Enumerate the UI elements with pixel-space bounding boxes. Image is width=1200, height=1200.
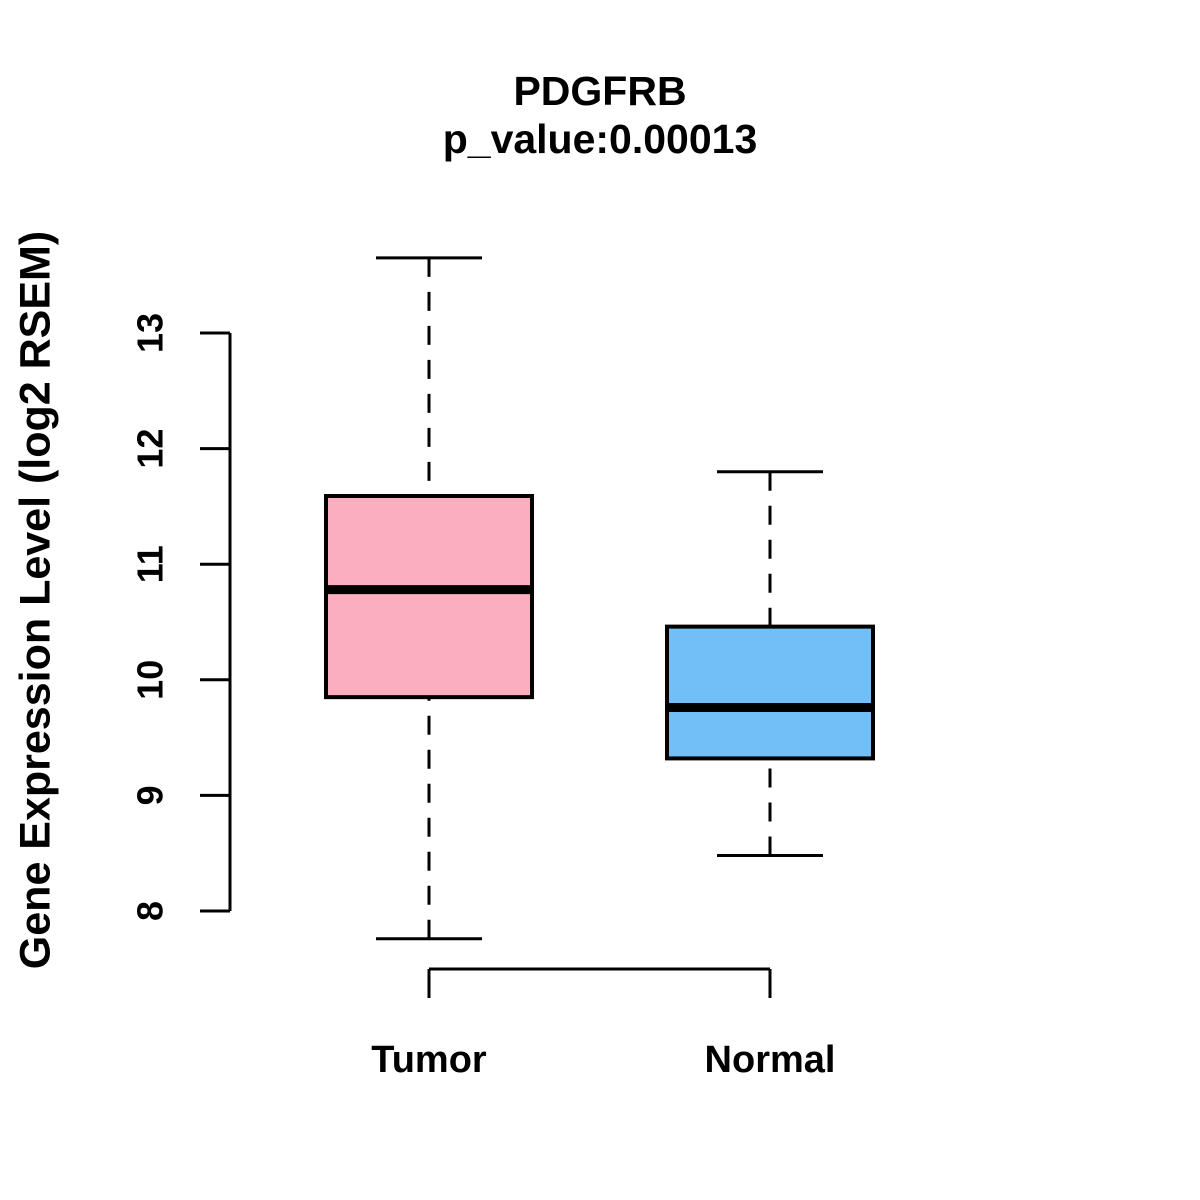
y-tick-label: 13 bbox=[130, 313, 171, 353]
y-tick-label: 8 bbox=[130, 901, 171, 921]
box-tumor bbox=[324, 493, 534, 700]
y-tick-label: 9 bbox=[130, 785, 171, 805]
y-tick-label: 10 bbox=[130, 660, 171, 700]
x-category-label-tumor: Tumor bbox=[371, 1039, 487, 1081]
y-tick-label: 12 bbox=[130, 429, 171, 469]
x-category-label-normal: Normal bbox=[704, 1039, 836, 1081]
chart-title: PDGFRB bbox=[513, 68, 687, 114]
box-normal bbox=[665, 624, 875, 761]
y-tick-label: 11 bbox=[130, 545, 171, 583]
chart-pvalue-subtitle: p_value:0.00013 bbox=[442, 116, 758, 162]
